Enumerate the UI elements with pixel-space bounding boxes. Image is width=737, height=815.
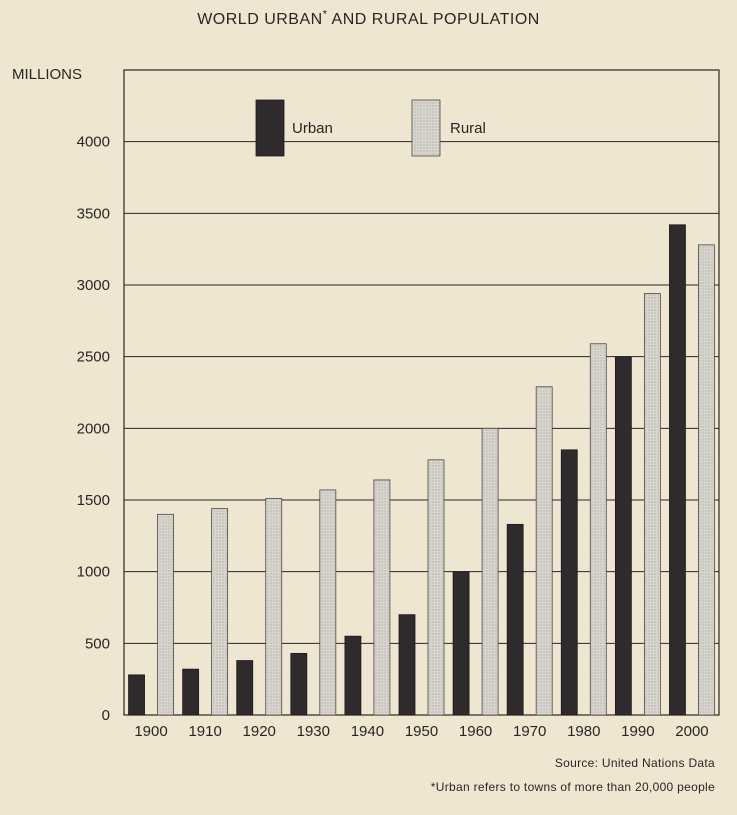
bar-urban [669, 224, 686, 716]
bar-rural [157, 513, 174, 716]
bar-rural [373, 479, 391, 716]
y-tick-label: 4000 [77, 134, 110, 151]
bar-urban [506, 523, 524, 716]
bar-rural [643, 293, 661, 716]
y-tick-label: 500 [85, 635, 110, 652]
x-tick-label: 1920 [243, 723, 276, 740]
chart-title: WORLD URBAN* AND RURAL POPULATION [0, 9, 737, 29]
x-tick-label: 1980 [567, 723, 600, 740]
source-note: Source: United Nations Data [554, 756, 715, 770]
x-tick-label: 2000 [675, 723, 708, 740]
y-tick-label: 3000 [77, 277, 110, 294]
y-tick-label: 3500 [77, 205, 110, 222]
plot-frame [123, 69, 720, 716]
y-tick-label: 1500 [77, 492, 110, 509]
x-tick-label: 1990 [621, 723, 654, 740]
bar-urban [182, 668, 200, 716]
legend-swatch-rural [411, 99, 441, 157]
title-asterisk: * [322, 9, 328, 21]
footnote: *Urban refers to towns of more than 20,0… [430, 780, 715, 794]
bar-urban [344, 635, 362, 716]
bar-rural [265, 498, 283, 716]
y-tick-label: 1000 [77, 564, 110, 581]
bar-urban [452, 571, 470, 716]
x-tick-label: 1940 [351, 723, 384, 740]
y-tick-label: 0 [102, 707, 110, 724]
x-tick-label: 1960 [459, 723, 492, 740]
legend-label-urban: Urban [292, 120, 333, 137]
bar-rural [589, 343, 607, 716]
legend-swatch-urban [255, 99, 285, 157]
bar-urban [290, 652, 308, 716]
bar-urban [398, 614, 416, 716]
bar-urban [560, 449, 578, 716]
x-tick-label: 1950 [405, 723, 438, 740]
bar-rural [427, 459, 445, 716]
chart-title-part: WORLD URBAN* AND RURAL POPULATION [197, 9, 540, 29]
x-tick-label: 1910 [188, 723, 221, 740]
bar-urban [614, 356, 632, 716]
bar-rural [319, 489, 337, 716]
bar-urban [128, 674, 145, 716]
x-tick-label: 1930 [297, 723, 330, 740]
bar-rural [535, 386, 553, 716]
y-axis-label: MILLIONS [12, 66, 83, 83]
x-tick-label: 1900 [134, 723, 167, 740]
y-tick-label: 2500 [77, 349, 110, 366]
bar-rural [211, 508, 229, 716]
y-tick-label: 2000 [77, 420, 110, 437]
x-tick-label: 1970 [513, 723, 546, 740]
bar-rural [481, 427, 499, 716]
bar-rural [698, 244, 715, 716]
legend-label-rural: Rural [450, 120, 486, 137]
bar-urban [236, 660, 254, 716]
